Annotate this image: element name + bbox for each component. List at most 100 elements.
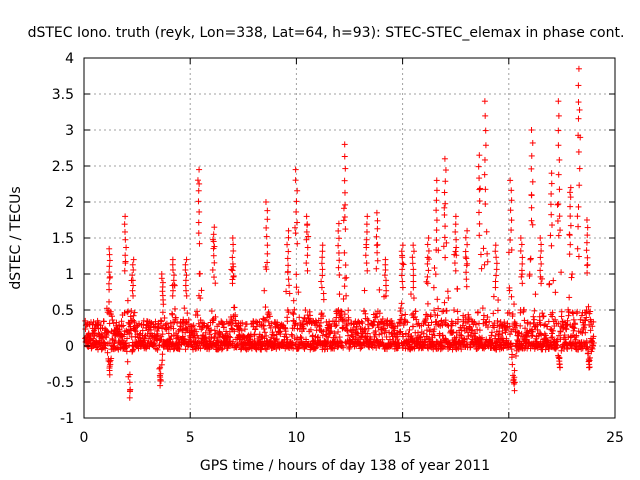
data-point	[441, 211, 448, 218]
data-point	[167, 336, 174, 343]
data-point	[410, 272, 417, 279]
data-point	[210, 252, 217, 259]
data-point	[335, 249, 342, 256]
data-point	[482, 186, 489, 193]
data-point	[550, 277, 557, 284]
data-point	[121, 221, 128, 228]
data-point	[537, 235, 544, 241]
data-point	[528, 204, 535, 211]
data-point	[157, 382, 164, 389]
data-point	[492, 242, 499, 249]
data-point	[262, 304, 269, 311]
data-point	[92, 338, 99, 345]
data-point	[191, 326, 198, 333]
data-point	[452, 228, 459, 235]
data-point	[410, 323, 417, 330]
data-point	[170, 272, 177, 279]
data-point	[139, 327, 146, 334]
data-point	[398, 312, 405, 319]
data-point	[570, 316, 577, 323]
data-point	[399, 242, 406, 249]
data-point	[262, 199, 269, 205]
data-point	[381, 325, 388, 332]
data-point	[361, 307, 368, 314]
data-point	[295, 344, 302, 351]
data-point	[584, 224, 591, 231]
data-point	[335, 235, 342, 242]
data-point	[564, 346, 571, 353]
data-point	[116, 326, 123, 333]
data-point	[264, 242, 271, 249]
data-point	[362, 252, 369, 259]
data-point	[364, 267, 371, 274]
data-point	[327, 329, 334, 336]
data-point	[382, 261, 389, 268]
data-point	[169, 256, 176, 263]
data-point	[105, 329, 112, 336]
data-point	[335, 307, 342, 314]
data-point	[259, 322, 266, 329]
data-point	[382, 282, 389, 289]
data-point	[122, 260, 129, 267]
data-point	[463, 255, 470, 262]
data-point	[273, 336, 280, 343]
data-point	[174, 332, 181, 339]
data-point	[106, 298, 113, 305]
data-point	[335, 328, 342, 335]
data-point	[196, 270, 203, 277]
data-point	[374, 257, 381, 264]
data-point	[433, 217, 440, 224]
data-point	[290, 311, 297, 318]
data-point	[285, 262, 292, 269]
data-point	[210, 231, 217, 238]
data-point	[433, 177, 440, 184]
data-point	[319, 313, 326, 320]
data-point	[508, 293, 515, 300]
data-point	[548, 211, 555, 218]
data-point	[441, 299, 448, 306]
data-point	[169, 311, 176, 318]
data-point	[130, 312, 137, 319]
data-point	[548, 170, 555, 177]
data-point	[399, 266, 406, 273]
data-point	[182, 282, 189, 289]
data-point	[189, 323, 196, 330]
data-point	[483, 228, 490, 235]
data-point	[315, 334, 322, 341]
data-point	[170, 277, 177, 284]
data-point	[555, 98, 562, 105]
data-point	[373, 233, 380, 240]
data-point	[389, 320, 396, 327]
data-point	[484, 258, 491, 265]
data-point	[567, 203, 574, 210]
data-point	[319, 332, 326, 339]
data-point	[547, 201, 554, 208]
data-point	[124, 335, 131, 342]
data-point	[528, 165, 535, 172]
data-point	[291, 306, 298, 313]
data-point	[184, 310, 191, 317]
data-point	[424, 280, 431, 287]
data-point	[425, 235, 432, 241]
data-point	[293, 284, 300, 291]
data-point	[130, 256, 137, 263]
data-point	[402, 311, 409, 318]
data-point	[294, 240, 301, 247]
data-point	[518, 267, 525, 274]
data-point	[373, 265, 380, 272]
data-point	[574, 213, 581, 220]
data-point	[320, 296, 327, 303]
data-point	[331, 330, 338, 337]
data-point	[408, 344, 415, 351]
data-point	[575, 65, 582, 72]
data-point	[538, 247, 545, 254]
data-point	[555, 127, 562, 134]
data-point	[478, 265, 485, 272]
data-point	[253, 323, 260, 330]
data-point	[433, 207, 440, 214]
data-point	[304, 221, 311, 228]
data-point	[376, 310, 383, 317]
data-point	[190, 322, 197, 329]
data-point	[394, 336, 401, 343]
